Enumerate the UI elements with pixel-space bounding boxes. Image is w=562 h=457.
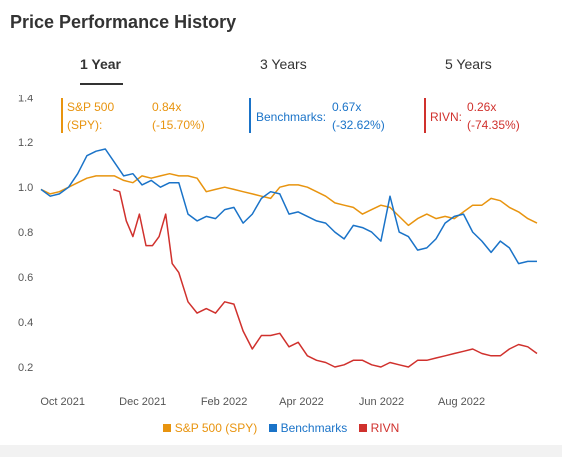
annotation-ratio-benchmarks: 0.67x bbox=[332, 100, 361, 114]
price-performance-chart: 0.2 0.4 0.6 0.8 1.0 1.2 1.4 Oct 2021 Dec 2021 Feb… bbox=[18, 95, 538, 408]
chart-legend: S&P 500 (SPY) Benchmarks RIVN bbox=[0, 421, 562, 435]
tab-3-years[interactable]: 3 Years bbox=[260, 56, 307, 72]
active-tab-indicator bbox=[80, 83, 123, 85]
series-line-benchmarks bbox=[40, 148, 537, 265]
tab-5-years[interactable]: 5 Years bbox=[445, 56, 492, 72]
legend-swatch-spy bbox=[162, 424, 171, 432]
annotation-name-spy: S&P 500 bbox=[67, 100, 114, 114]
y-tick-label: 1.4 bbox=[18, 95, 33, 104]
legend-label-spy: S&P 500 (SPY) bbox=[174, 421, 258, 435]
x-tick-label: Apr 2022 bbox=[279, 396, 324, 408]
legend-swatch-benchmarks bbox=[268, 424, 277, 432]
period-tabs: 1 Year 3 Years 5 Years bbox=[0, 56, 562, 88]
x-tick-label: Aug 2022 bbox=[438, 396, 485, 408]
annotation-marker-rivn bbox=[424, 98, 426, 133]
annotation-ratio-rivn: 0.26x bbox=[467, 100, 496, 114]
page-title: Price Performance History bbox=[10, 12, 237, 32]
footer-bar bbox=[0, 445, 562, 457]
y-tick-label: 0.6 bbox=[18, 272, 33, 284]
y-tick-label: 0.2 bbox=[18, 362, 33, 374]
legend-label-benchmarks: Benchmarks bbox=[280, 421, 348, 435]
legend-swatch-rivn bbox=[358, 424, 367, 432]
annotation-name-benchmarks: Benchmarks: bbox=[256, 110, 326, 124]
x-tick-label: Feb 2022 bbox=[201, 396, 247, 408]
x-tick-label: Oct 2021 bbox=[40, 396, 85, 408]
annotation-marker-benchmarks bbox=[249, 98, 251, 133]
series-line-rivn bbox=[112, 188, 538, 368]
y-tick-label: 0.4 bbox=[18, 317, 33, 329]
series-line-s-p-500-spy bbox=[40, 172, 538, 227]
annotation-change-spy: (-15.70%) bbox=[152, 118, 205, 132]
x-tick-label: Dec 2021 bbox=[119, 396, 166, 408]
legend-item-benchmarks[interactable]: Benchmarks bbox=[268, 421, 348, 435]
tab-1-year[interactable]: 1 Year bbox=[80, 56, 122, 72]
annotation-ratio-spy: 0.84x bbox=[152, 100, 181, 114]
annotation-change-rivn: (-74.35%) bbox=[467, 118, 520, 132]
annotation-change-benchmarks: (-32.62%) bbox=[332, 118, 385, 132]
legend-label-rivn: RIVN bbox=[370, 421, 400, 435]
annotation-marker-spy bbox=[61, 98, 63, 133]
annotation-name-line2-spy: (SPY): bbox=[67, 118, 102, 132]
annotation-name-rivn: RIVN: bbox=[430, 110, 462, 124]
x-tick-label: Jun 2022 bbox=[359, 396, 404, 408]
y-tick-label: 1.0 bbox=[18, 182, 33, 194]
legend-item-spy[interactable]: S&P 500 (SPY) bbox=[162, 421, 258, 435]
y-tick-label: 1.2 bbox=[18, 137, 33, 149]
y-tick-label: 0.8 bbox=[18, 227, 33, 239]
legend-item-rivn[interactable]: RIVN bbox=[358, 421, 400, 435]
